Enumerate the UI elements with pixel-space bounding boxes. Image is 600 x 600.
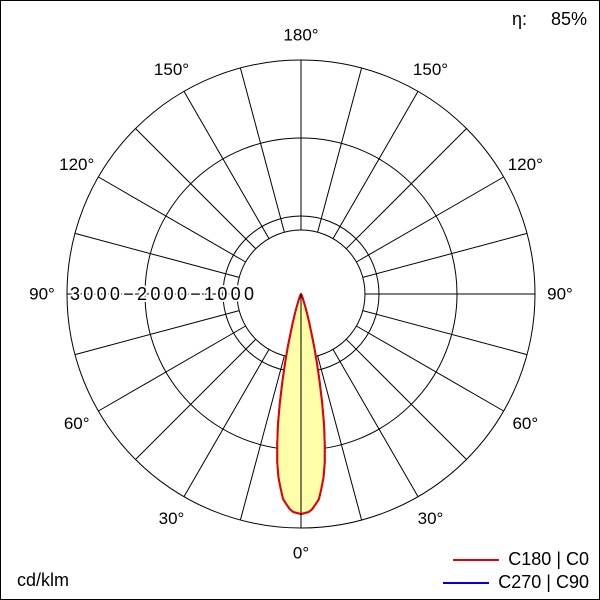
grid-spoke bbox=[183, 91, 270, 239]
efficiency-value: 85% bbox=[550, 9, 587, 29]
legend-label-c180-c0: C180 | C0 bbox=[508, 549, 589, 569]
grid-spoke bbox=[183, 349, 270, 497]
legend-line-red-icon bbox=[453, 558, 500, 561]
grid-spoke bbox=[135, 128, 257, 250]
legend-line-blue-icon bbox=[443, 581, 490, 584]
grid-spoke bbox=[74, 310, 240, 356]
efficiency-readout: η: 85% bbox=[512, 9, 587, 30]
grid-spoke bbox=[239, 67, 285, 233]
angle-label: 150° bbox=[154, 60, 189, 79]
angle-label: 180° bbox=[283, 26, 318, 45]
unit-label: cd/klm bbox=[17, 570, 70, 590]
angle-label: 150° bbox=[413, 60, 448, 79]
angle-label: 120° bbox=[508, 155, 543, 174]
angle-label: 0° bbox=[293, 544, 309, 563]
grid-spoke bbox=[332, 91, 419, 239]
legend-item-c180-c0: C180 | C0 bbox=[443, 548, 589, 571]
grid-spoke bbox=[98, 176, 246, 263]
grid-spoke bbox=[362, 232, 528, 278]
grid-spoke bbox=[98, 325, 246, 412]
angle-label: 30° bbox=[159, 509, 185, 528]
grid-spoke bbox=[317, 67, 363, 233]
legend: C180 | C0 C270 | C90 bbox=[443, 548, 589, 594]
legend-item-c270-c90: C270 | C90 bbox=[443, 571, 589, 594]
grid-spoke bbox=[356, 325, 504, 412]
angle-label: 60° bbox=[64, 414, 90, 433]
grid-spoke bbox=[332, 349, 419, 497]
legend-label-c270-c90: C270 | C90 bbox=[498, 572, 589, 592]
grid-spoke bbox=[135, 338, 257, 460]
angle-label: 60° bbox=[512, 414, 538, 433]
angle-label: 120° bbox=[59, 155, 94, 174]
angle-label: 30° bbox=[418, 509, 444, 528]
grid-spoke bbox=[239, 355, 285, 521]
angle-label: 90° bbox=[547, 285, 573, 304]
grid-spoke bbox=[356, 176, 504, 263]
grid-spoke bbox=[362, 310, 528, 356]
grid-spoke bbox=[345, 338, 467, 460]
grid-spoke bbox=[345, 128, 467, 250]
grid-spoke bbox=[74, 232, 240, 278]
efficiency-label: η: bbox=[511, 9, 527, 29]
angle-label: 90° bbox=[29, 285, 55, 304]
grid-spoke bbox=[317, 355, 363, 521]
